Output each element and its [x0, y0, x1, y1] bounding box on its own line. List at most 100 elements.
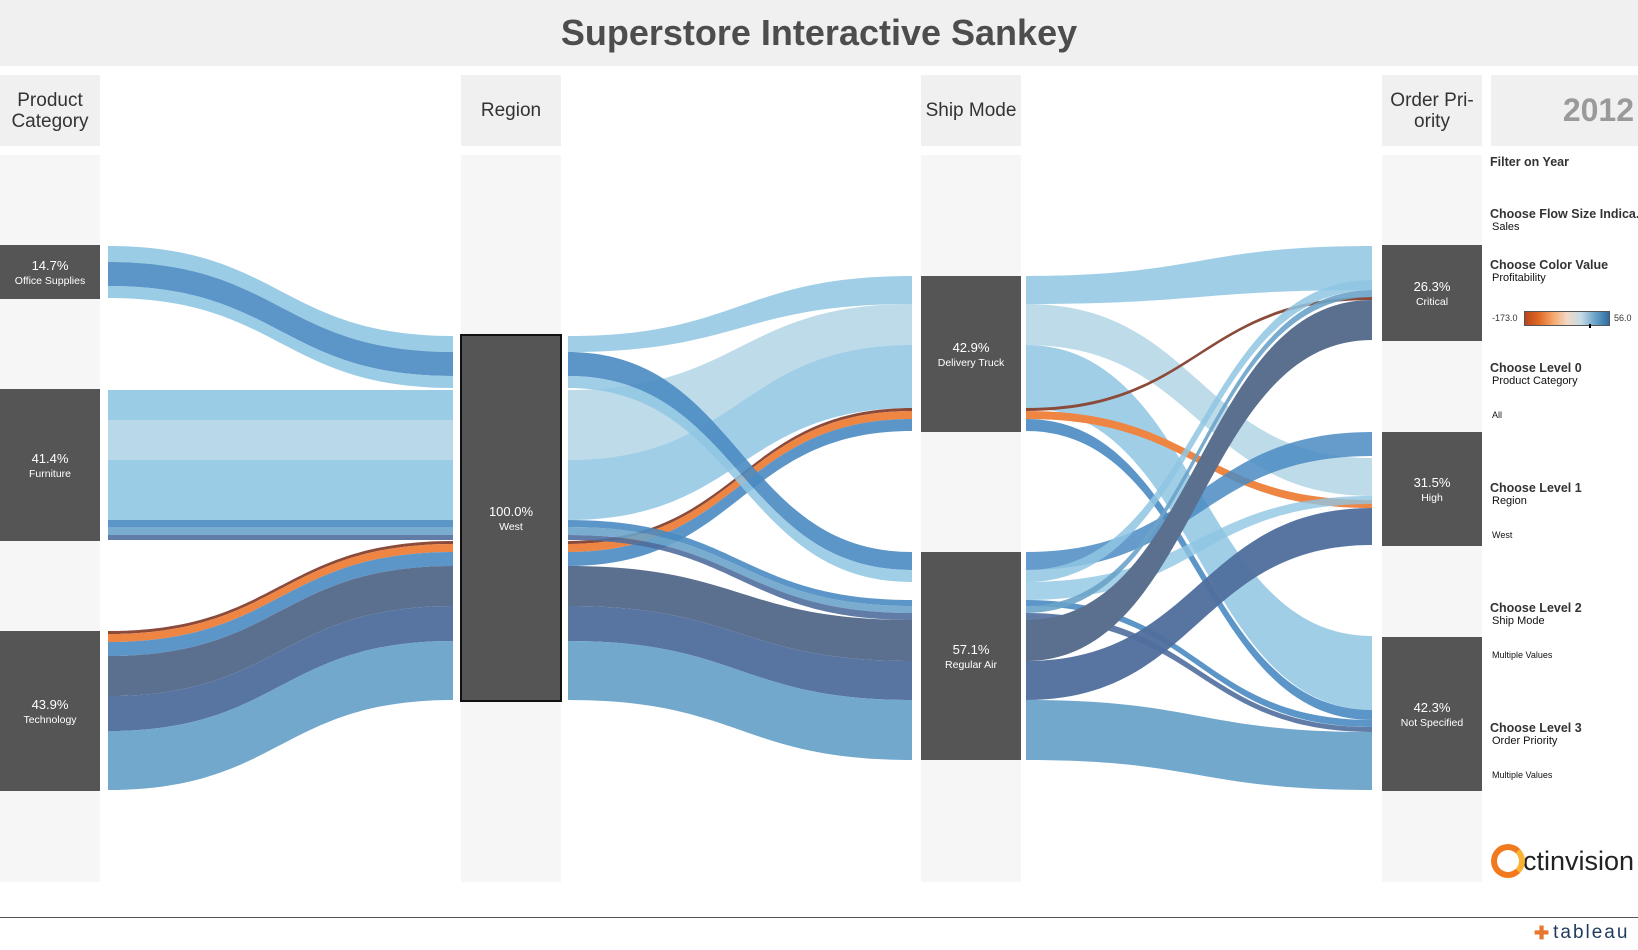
flow-size-control[interactable]: Choose Flow Size Indica.. Sales [1490, 207, 1638, 233]
flow-air-notspec-3[interactable] [1026, 700, 1372, 790]
flow-size-value[interactable]: Sales [1492, 221, 1520, 233]
flow-west-air-8[interactable] [568, 641, 912, 760]
color-value-control[interactable]: Choose Color Value Profitability [1490, 258, 1638, 284]
column-header-order-priority: Order Pri-ority [1382, 75, 1482, 146]
flow-tech-west-2[interactable] [108, 544, 453, 642]
column-header-region-text: Region [480, 100, 542, 121]
level0-filter[interactable]: All [1492, 410, 1503, 420]
filter-year-label: Filter on Year [1490, 155, 1569, 169]
flow-west-air-6[interactable] [568, 566, 912, 661]
column-header-ship-mode-text: Ship Mode [925, 100, 1017, 121]
tableau-logo[interactable]: ✚ tableau [1534, 922, 1629, 944]
actinvision-logo-mark [1491, 844, 1525, 878]
node-regular-air-label: Regular Air [945, 659, 997, 671]
title-bar: Superstore Interactive Sankey [0, 0, 1638, 66]
level2-control[interactable]: Choose Level 2 Ship Mode [1490, 601, 1638, 627]
node-office-supplies[interactable] [0, 245, 100, 299]
level1-filter[interactable]: West [1492, 530, 1513, 540]
flow-west-air-2[interactable] [568, 376, 912, 582]
column-header-category: Product Category [0, 75, 100, 146]
level3-filter[interactable]: Multiple Values [1492, 770, 1553, 780]
node-west[interactable] [460, 334, 562, 702]
flow-west-air-5[interactable] [568, 535, 912, 620]
column-background-2 [921, 155, 1021, 882]
node-not-specified[interactable] [1382, 637, 1482, 791]
level1-control[interactable]: Choose Level 1 Region [1490, 481, 1638, 507]
node-furniture[interactable] [0, 389, 100, 541]
color-legend-bar [1524, 311, 1610, 326]
flow-air-high-1[interactable] [1026, 432, 1372, 570]
node-office-supplies-percent: 14.7% [32, 258, 69, 273]
node-high-label: High [1421, 492, 1443, 504]
node-regular-air-percent: 57.1% [953, 642, 990, 657]
flow-tech-west-5[interactable] [108, 606, 453, 731]
flow-west-air-4[interactable] [568, 527, 912, 613]
node-technology-label: Technology [23, 714, 77, 726]
flow-furniture-west-3[interactable] [108, 460, 453, 520]
flow-furniture-west-4[interactable] [108, 520, 453, 527]
node-not-specified-percent: 42.3% [1414, 700, 1451, 715]
flow-furniture-west-5[interactable] [108, 527, 453, 535]
year-display: 2012 [1491, 75, 1638, 146]
color-legend-max: 56.0 [1614, 313, 1632, 323]
node-critical[interactable] [1382, 245, 1482, 341]
tableau-logo-text: tableau [1553, 922, 1630, 943]
flow-furniture-west-6[interactable] [108, 535, 453, 540]
level2-value[interactable]: Ship Mode [1492, 615, 1545, 627]
flow-air-notspec-2[interactable] [1026, 613, 1372, 732]
color-value-label: Choose Color Value [1490, 258, 1609, 272]
flow-furniture-west-1[interactable] [108, 390, 453, 420]
level3-control[interactable]: Choose Level 3 Order Priority [1490, 721, 1638, 747]
node-furniture-percent: 41.4% [32, 451, 69, 466]
flow-west-air-1[interactable] [568, 352, 912, 570]
flow-air-critical-3[interactable] [1026, 300, 1372, 661]
column-header-priority-line2: ority [1414, 110, 1450, 132]
node-critical-percent: 26.3% [1414, 279, 1451, 294]
level3-value[interactable]: Order Priority [1492, 735, 1558, 747]
flow-west-air-3[interactable] [568, 520, 912, 606]
flow-west-truck-1[interactable] [568, 276, 912, 352]
flow-air-critical-2[interactable] [1026, 290, 1372, 613]
level1-value[interactable]: Region [1492, 495, 1527, 507]
flow-west-air-7[interactable] [568, 606, 912, 700]
flow-air-critical-1[interactable] [1026, 280, 1372, 582]
flow-tech-west-1[interactable] [108, 541, 453, 634]
flow-west-truck-6[interactable] [568, 419, 912, 566]
level0-control[interactable]: Choose Level 0 Product Category [1490, 361, 1638, 387]
flow-tech-west-3[interactable] [108, 552, 453, 656]
level0-value[interactable]: Product Category [1492, 375, 1578, 387]
flow-truck-notspec-2[interactable] [1026, 419, 1372, 720]
color-legend-marker [1589, 324, 1591, 328]
node-west-percent: 100.0% [489, 504, 534, 519]
flow-furniture-west-2[interactable] [108, 420, 453, 460]
node-regular-air[interactable] [921, 552, 1021, 760]
node-technology[interactable] [0, 631, 100, 791]
node-critical-label: Critical [1416, 296, 1448, 308]
flow-air-notspec-1[interactable] [1026, 600, 1372, 727]
node-delivery-truck[interactable] [921, 276, 1021, 432]
column-header-priority-line1: Order Pri- [1390, 89, 1474, 111]
node-high[interactable] [1382, 432, 1482, 546]
color-value-value[interactable]: Profitability [1492, 272, 1546, 284]
flow-office-west-3[interactable] [108, 286, 453, 388]
flow-office-west-1[interactable] [108, 246, 453, 352]
level1-label: Choose Level 1 [1490, 481, 1582, 495]
flow-truck-critical-2[interactable] [1026, 297, 1372, 411]
node-not-specified-label: Not Specified [1401, 717, 1464, 729]
footer-divider [0, 917, 1638, 918]
flow-truck-critical-1[interactable] [1026, 246, 1372, 304]
node-west-label: West [499, 521, 523, 533]
node-office-supplies-label: Office Supplies [15, 275, 85, 287]
flow-truck-notspec-1[interactable] [1026, 345, 1372, 710]
flow-tech-west-4[interactable] [108, 566, 453, 696]
flow-truck-high-2[interactable] [1026, 411, 1372, 508]
node-delivery-truck-label: Delivery Truck [938, 357, 1005, 369]
flow-west-truck-3[interactable] [568, 345, 912, 520]
filter-year-control[interactable]: Filter on Year [1490, 155, 1638, 169]
column-header-category-line2: Category [11, 110, 89, 132]
flow-west-truck-2[interactable] [568, 304, 912, 460]
flow-air-high-3[interactable] [1026, 508, 1372, 700]
flow-office-west-2[interactable] [108, 262, 453, 376]
flow-tech-west-6[interactable] [108, 641, 453, 790]
level2-filter[interactable]: Multiple Values [1492, 650, 1553, 660]
